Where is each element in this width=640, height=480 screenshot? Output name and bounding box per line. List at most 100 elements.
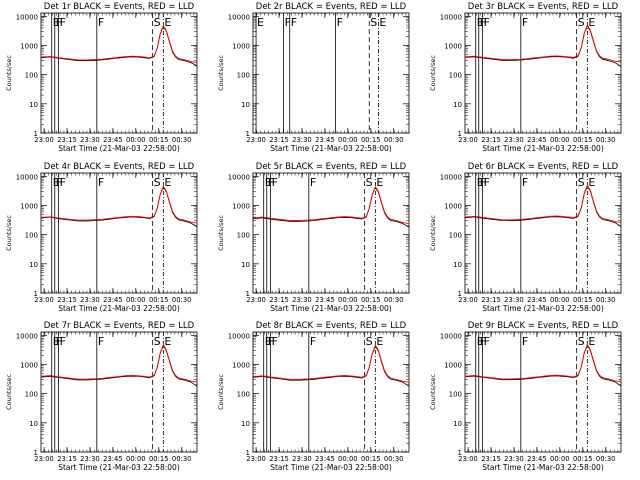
panel-4: Det 4r BLACK = Events, RED = LLD 1 10 100 10… — [5, 162, 198, 313]
x-tick-label: 00:00 — [338, 136, 358, 144]
x-tick-label: 00:15 — [361, 136, 381, 144]
marker-label: S — [154, 335, 161, 348]
x-tick-label: 23:15 — [269, 136, 289, 144]
x-tick-label: 00:00 — [126, 136, 146, 144]
marker-label: E — [588, 335, 595, 348]
y-tick-label: 10000 — [16, 13, 38, 21]
marker-label: F — [337, 16, 343, 29]
marker-label: E — [376, 176, 383, 189]
y-tick-label: 1 — [458, 449, 462, 457]
marker-label: F — [60, 16, 66, 29]
x-tick-label: 23:45 — [315, 455, 335, 463]
plot-frame — [40, 12, 198, 134]
marker-label: E — [477, 16, 484, 29]
marker-label: F — [98, 335, 104, 348]
y-tick-label: 1000 — [20, 361, 38, 369]
x-tick-label: 00:00 — [126, 296, 146, 304]
x-tick-label: 23:30 — [504, 296, 524, 304]
y-tick-label: 1 — [246, 449, 250, 457]
x-tick-label: 00:30 — [172, 296, 192, 304]
y-tick-label: 100 — [449, 72, 462, 80]
lld-series-line — [464, 24, 622, 63]
x-tick-label: 23:15 — [481, 296, 501, 304]
x-tick-label: 00:30 — [596, 136, 616, 144]
x-tick-label: 00:15 — [573, 455, 593, 463]
x-axis-label: Start Time (21-Mar-03 22:58:00) — [270, 463, 392, 472]
events-series-line — [464, 185, 622, 227]
plot-frame — [464, 12, 622, 134]
y-tick-label: 100 — [25, 391, 38, 399]
x-tick-label: 23:30 — [80, 296, 100, 304]
x-tick-label: 23:15 — [57, 455, 77, 463]
y-tick-label: 100 — [25, 232, 38, 240]
y-tick-label: 10 — [453, 261, 462, 269]
y-tick-label: 100 — [449, 391, 462, 399]
marker-label: E — [588, 16, 595, 29]
x-tick-label: 23:00 — [246, 455, 266, 463]
y-tick-label: 100 — [237, 72, 250, 80]
marker-label: S — [366, 335, 373, 348]
panel-title: Det 1r BLACK = Events, RED = LLD — [44, 2, 195, 12]
events-series-line — [40, 345, 198, 387]
x-axis-label: Start Time (21-Mar-03 22:58:00) — [482, 463, 604, 472]
x-axis-label: Start Time (21-Mar-03 22:58:00) — [58, 463, 180, 472]
x-tick-label: 23:45 — [527, 455, 547, 463]
x-tick-label: 23:15 — [481, 455, 501, 463]
panel-1: Det 1r BLACK = Events, RED = LLD 1 10 100 10… — [5, 2, 198, 153]
marker-label: S — [154, 176, 161, 189]
y-tick-label: 100 — [25, 72, 38, 80]
marker-label: E — [53, 176, 60, 189]
y-tick-label: 10 — [29, 420, 38, 428]
y-axis-label: Counts/sec — [429, 374, 437, 410]
x-tick-label: 00:30 — [172, 136, 192, 144]
x-tick-label: 00:15 — [149, 455, 169, 463]
panel-title: Det 4r BLACK = Events, RED = LLD — [44, 162, 195, 172]
y-tick-label: 10 — [453, 420, 462, 428]
x-tick-label: 23:30 — [292, 136, 312, 144]
y-tick-label: 1 — [34, 449, 38, 457]
marker-label: S — [578, 16, 585, 29]
marker-label: E — [588, 176, 595, 189]
y-tick-label: 10 — [29, 101, 38, 109]
marker-label: E — [379, 16, 386, 29]
y-axis-label: Counts/sec — [429, 55, 437, 91]
x-tick-label: 23:45 — [315, 296, 335, 304]
y-tick-label: 10000 — [16, 332, 38, 340]
y-tick-label: 10 — [241, 420, 250, 428]
marker-label: F — [60, 176, 66, 189]
y-tick-label: 100 — [237, 232, 250, 240]
marker-label: F — [522, 16, 528, 29]
x-tick-label: 23:00 — [458, 296, 478, 304]
y-tick-label: 1000 — [20, 202, 38, 210]
marker-label: F — [272, 176, 278, 189]
y-tick-label: 10 — [29, 261, 38, 269]
x-tick-label: 00:00 — [550, 455, 570, 463]
y-axis-label: Counts/sec — [5, 374, 13, 410]
events-series-line — [252, 345, 410, 387]
x-tick-label: 23:45 — [103, 455, 123, 463]
panel-title: Det 7r BLACK = Events, RED = LLD — [44, 321, 195, 331]
marker-label: F — [310, 335, 316, 348]
x-tick-label: 23:15 — [57, 136, 77, 144]
x-tick-label: 23:00 — [246, 136, 266, 144]
y-tick-label: 1000 — [232, 202, 250, 210]
x-tick-label: 00:15 — [573, 136, 593, 144]
marker-label: E — [376, 335, 383, 348]
marker-label: E — [477, 335, 484, 348]
x-axis-label: Start Time (21-Mar-03 22:58:00) — [482, 304, 604, 313]
panel-9: Det 9r BLACK = Events, RED = LLD 1 10 100 10… — [429, 321, 622, 472]
y-tick-label: 1 — [34, 290, 38, 298]
plot-frame — [464, 172, 622, 294]
x-tick-label: 23:30 — [80, 136, 100, 144]
marker-label: F — [291, 16, 297, 29]
y-tick-label: 10000 — [228, 13, 250, 21]
x-tick-label: 23:00 — [34, 455, 54, 463]
x-tick-label: 23:15 — [481, 136, 501, 144]
x-tick-label: 23:30 — [504, 136, 524, 144]
y-tick-label: 1 — [458, 290, 462, 298]
x-tick-label: 23:00 — [34, 136, 54, 144]
marker-label: F — [98, 16, 104, 29]
x-tick-label: 00:00 — [550, 296, 570, 304]
marker-label: E — [53, 16, 60, 29]
x-tick-label: 23:00 — [458, 455, 478, 463]
